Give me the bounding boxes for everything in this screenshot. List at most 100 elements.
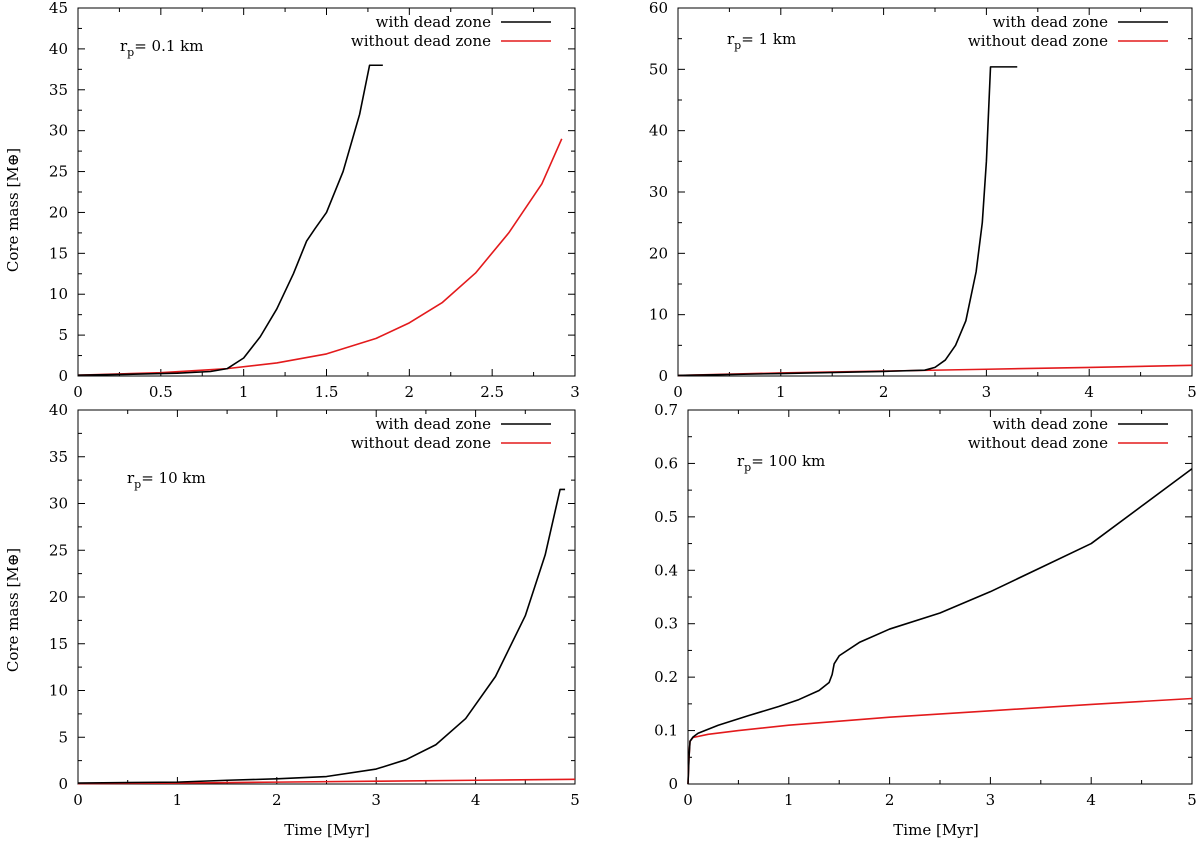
legend-label: without dead zone [351,32,491,50]
x-axis-title: Time [Myr] [893,821,978,839]
x-tick-label: 4 [1084,383,1094,401]
x-tick-label: 2 [405,383,415,401]
y-tick-label: 15 [49,244,68,262]
legend-label: without dead zone [968,434,1108,452]
radius-annotation: rp= 1 km [727,30,796,52]
y-tick-label: 35 [49,81,68,99]
annotation-r: r [737,452,745,470]
legend-label: with dead zone [993,415,1108,433]
y-tick-label: 0.1 [654,722,678,740]
annotation-r: r [120,37,128,55]
y-tick-label: 10 [49,682,68,700]
x-axis-title: Time [Myr] [284,821,369,839]
panel-bottom-right: Time [Myr] rp= 100 km 0 1 2 3 4 5 0 0.1 0.2 0.3 0.… [654,401,1197,839]
y-tick-label: 25 [49,541,68,559]
annotation-subscript: p [127,46,134,59]
y-tick-label: 45 [49,0,68,17]
y-tick-label: 0 [668,775,678,793]
x-tick-label: 3 [371,791,381,809]
x-tick-label: 2 [879,383,889,401]
y-tick-label: 30 [49,495,68,513]
y-tick-label: 25 [49,163,68,181]
y-tick-label: 10 [649,306,668,324]
radius-annotation: rp= 10 km [127,469,206,491]
x-tick-label: 5 [1187,383,1197,401]
x-tick-label: 4 [1086,791,1096,809]
series-without-dead-zone [77,138,563,376]
x-tick-label: 2 [272,791,282,809]
y-tick-label: 20 [49,203,68,221]
annotation-r: r [727,30,735,48]
y-tick-label: 30 [649,183,668,201]
y-tick-label: 50 [649,60,668,78]
legend-label: with dead zone [993,13,1108,31]
y-tick-label: 40 [649,122,668,140]
y-tick-label: 5 [58,326,68,344]
y-tick-label: 0.4 [654,561,678,579]
x-tick-label: 1.5 [315,383,339,401]
x-tick-label: 1 [776,383,786,401]
y-tick-label: 5 [58,728,68,746]
x-tick-label: 0.5 [149,383,173,401]
y-tick-label: 40 [49,401,68,419]
series-without-dead-zone [77,778,576,785]
y-tick-label: 0.2 [654,668,678,686]
annotation-value: = 0.1 km [134,37,203,55]
y-tick-label: 0.7 [654,401,678,419]
y-tick-label: 60 [649,0,668,17]
y-axis-title: Core mass [M⊕] [4,548,22,672]
plot-frame [77,7,576,377]
y-tick-label: 35 [49,448,68,466]
y-tick-label: 20 [649,244,668,262]
series-with-dead-zone [77,64,383,376]
plot-frame [77,409,576,785]
series-with-dead-zone [687,468,1193,785]
annotation-subscript: p [734,39,741,52]
panel-top-left: Core mass [M⊕] rp= 0.1 km 0 0.5 1 1.5 2 2.5 3 0… [4,0,580,401]
legend-label: with dead zone [376,415,491,433]
x-tick-label: 0 [73,791,83,809]
x-tick-label: 1 [239,383,249,401]
y-tick-label: 40 [49,40,68,58]
x-tick-label: 3 [982,383,992,401]
x-tick-label: 0 [683,791,693,809]
plot-frame [677,7,1193,377]
y-tick-label: 0.3 [654,615,678,633]
legend-label: with dead zone [376,13,491,31]
y-axis-title: Core mass [M⊕] [4,148,22,272]
y-tick-label: 20 [49,588,68,606]
series-with-dead-zone [77,488,566,784]
x-tick-label: 4 [471,791,481,809]
y-tick-label: 0.6 [654,454,678,472]
annotation-subscript: p [744,461,751,474]
x-tick-label: 1 [784,791,794,809]
y-tick-label: 15 [49,635,68,653]
radius-annotation: rp= 0.1 km [120,37,204,59]
y-tick-label: 0 [58,367,68,385]
x-tick-label: 3 [986,791,996,809]
x-tick-label: 1 [173,791,183,809]
x-tick-label: 5 [1187,791,1197,809]
y-tick-label: 0 [58,775,68,793]
series-with-dead-zone [677,66,1018,377]
x-tick-label: 3 [570,383,580,401]
y-tick-label: 0 [658,367,668,385]
annotation-value: = 100 km [751,452,825,470]
radius-annotation: rp= 100 km [737,452,825,474]
x-tick-label: 2.5 [480,383,504,401]
y-tick-label: 10 [49,285,68,303]
x-tick-label: 2 [885,791,895,809]
annotation-subscript: p [134,478,141,491]
annotation-value: = 10 km [141,469,206,487]
y-tick-label: 0.5 [654,508,678,526]
x-tick-label: 0 [73,383,83,401]
x-tick-label: 0 [673,383,683,401]
panel-bottom-left: Core mass [M⊕] Time [Myr] rp= 10 km 0 1 2 3… [4,401,580,839]
annotation-value: = 1 km [741,30,796,48]
x-tick-label: 5 [570,791,580,809]
annotation-r: r [127,469,135,487]
legend-label: without dead zone [968,32,1108,50]
legend-label: without dead zone [351,434,491,452]
